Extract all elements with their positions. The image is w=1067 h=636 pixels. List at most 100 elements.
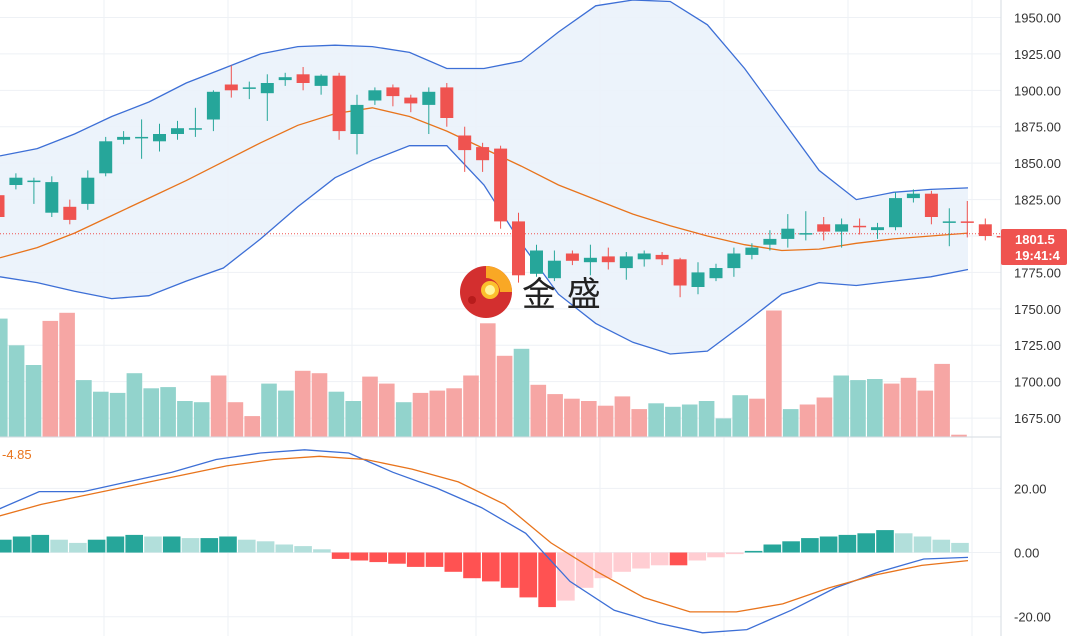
volume-bar (900, 377, 917, 437)
candle-body (350, 104, 364, 134)
candle[interactable] (512, 212, 525, 283)
candle-body (745, 247, 759, 255)
candle[interactable] (350, 94, 364, 155)
jinsheng-logo-icon (460, 266, 512, 318)
candle[interactable] (673, 257, 687, 298)
candle[interactable] (853, 218, 867, 235)
volume-bar (278, 390, 294, 437)
candle-body (835, 224, 849, 232)
candle-body (906, 193, 920, 199)
candle[interactable] (530, 244, 543, 277)
candle[interactable] (978, 218, 992, 241)
macd-histogram-bar (144, 536, 162, 553)
candle[interactable] (619, 252, 633, 280)
candle[interactable] (440, 83, 454, 127)
candle[interactable] (260, 74, 274, 121)
candle[interactable] (0, 191, 5, 222)
candle[interactable] (99, 136, 113, 177)
candle[interactable] (422, 87, 436, 134)
candle[interactable] (494, 145, 508, 229)
macd-histogram-bar (219, 536, 237, 553)
candle-body (224, 84, 238, 91)
candle[interactable] (224, 65, 238, 98)
candle[interactable] (727, 247, 741, 277)
candle[interactable] (242, 81, 256, 100)
macd-histogram-bar (482, 552, 500, 582)
candle[interactable] (691, 262, 705, 295)
candle[interactable] (296, 67, 310, 91)
candle[interactable] (817, 217, 831, 241)
candle[interactable] (368, 87, 382, 105)
candle[interactable] (709, 263, 723, 282)
macd-histogram-bar (575, 552, 594, 588)
bollinger-band-fill (0, 0, 968, 354)
candle[interactable] (135, 119, 149, 159)
candle[interactable] (781, 214, 795, 248)
candle-body (619, 256, 633, 269)
candle[interactable] (906, 189, 920, 203)
candle[interactable] (835, 218, 849, 248)
candle[interactable] (458, 126, 472, 172)
candle[interactable] (63, 199, 77, 225)
macd-histogram-bar (369, 552, 387, 563)
volume-bar (395, 402, 412, 437)
candle[interactable] (889, 192, 902, 231)
volume-bar (917, 390, 934, 437)
macd-histogram-bar (313, 549, 331, 553)
candle[interactable] (188, 107, 202, 137)
candle[interactable] (278, 72, 292, 86)
candle[interactable] (547, 250, 561, 282)
candle[interactable] (565, 250, 579, 266)
macd-axis-tick-label: 0.00 (1014, 546, 1039, 561)
macd-histogram-bar (106, 536, 125, 553)
candle[interactable] (9, 173, 23, 190)
candle-body (296, 74, 310, 83)
candle[interactable] (960, 201, 974, 238)
candle[interactable] (942, 208, 956, 247)
macd-histogram-bar (200, 538, 219, 553)
candle[interactable] (386, 84, 400, 107)
candle-body (942, 221, 956, 223)
last-price-tag: 1801.5 19:41:4 (1001, 229, 1067, 265)
candle[interactable] (332, 72, 346, 140)
macd-histogram-bar (819, 536, 838, 553)
candle-body (260, 83, 274, 94)
candle[interactable] (314, 74, 328, 95)
candle[interactable] (637, 250, 651, 267)
macd-histogram-bar (275, 544, 294, 553)
candle[interactable] (81, 170, 95, 210)
candle[interactable] (476, 142, 490, 172)
macd-histogram-bar (744, 550, 763, 553)
candlesticks[interactable] (0, 65, 1010, 298)
candle[interactable] (404, 94, 418, 113)
price-axis-tick-label: 1775.00 (1014, 265, 1061, 280)
macd-histogram-bar (463, 552, 481, 579)
macd-histogram-bar (444, 552, 463, 572)
candle-body (709, 268, 723, 279)
candle[interactable] (924, 190, 938, 225)
candle[interactable] (601, 247, 615, 270)
macd-axis: 20.00 0.00 -20.00 (1014, 481, 1051, 624)
candle[interactable] (171, 120, 184, 140)
volume-bar (614, 396, 631, 437)
candle[interactable] (799, 211, 813, 241)
candle-body (332, 75, 346, 132)
candle[interactable] (655, 252, 669, 266)
macd-histogram-bar (650, 552, 669, 566)
macd-histogram-bar (669, 552, 688, 566)
candle-body (440, 87, 454, 118)
candle[interactable] (153, 123, 166, 152)
candle-body (889, 198, 902, 228)
candle[interactable] (45, 176, 59, 217)
candle[interactable] (206, 90, 220, 132)
candle[interactable] (763, 230, 777, 251)
volume-bars (0, 310, 967, 438)
candle[interactable] (871, 222, 884, 239)
volume-bar (597, 405, 614, 437)
candle[interactable] (745, 243, 759, 260)
candle[interactable] (583, 244, 597, 276)
candle[interactable] (27, 177, 41, 204)
candle[interactable] (117, 131, 131, 145)
macd-histogram-bar (256, 541, 275, 553)
